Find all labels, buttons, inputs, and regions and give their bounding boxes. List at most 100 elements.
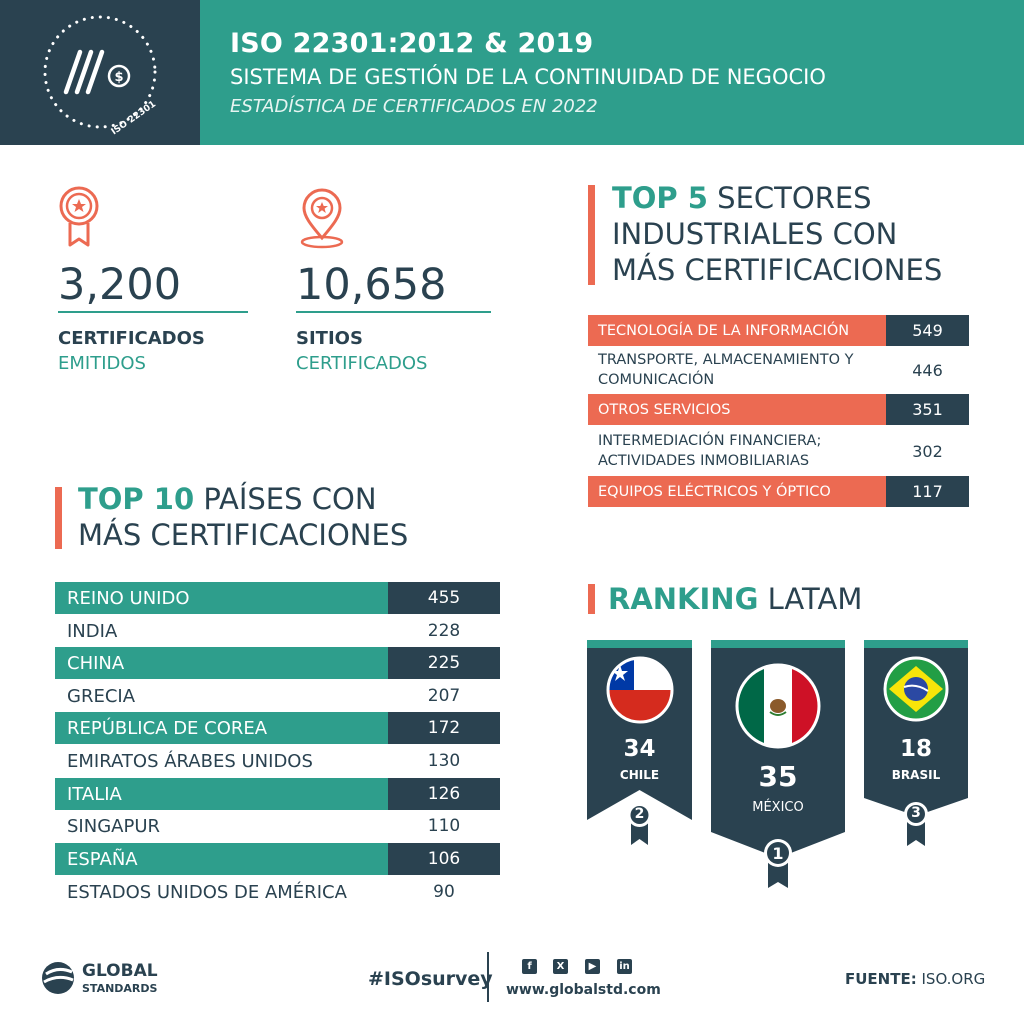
x-icon[interactable]: X (553, 959, 568, 974)
ranking-heading-rest: LATAM (758, 582, 863, 616)
country-row: INDIA 228 (55, 615, 500, 647)
linkedin-icon[interactable]: in (617, 959, 632, 974)
sector-row: EQUIPOS ELÉCTRICOS Y ÓPTICO 117 (588, 476, 969, 507)
sector-row: INTERMEDIACIÓN FINANCIERA; ACTIVIDADES I… (588, 429, 969, 473)
chile-flag-icon (606, 656, 674, 724)
svg-text:$: $ (114, 70, 123, 85)
country-row: CHINA 225 (55, 647, 500, 679)
sector-row: TRANSPORTE, ALMACENAMIENTO Y COMUNICACIÓ… (588, 348, 969, 392)
sectors-heading-line3: MÁS CERTIFICACIONES (612, 253, 943, 287)
sector-label: OTROS SERVICIOS (588, 394, 886, 425)
sector-value: 549 (886, 315, 969, 346)
countries-heading-highlight: TOP 10 (78, 482, 195, 516)
country-value: 228 (427, 621, 461, 641)
country-label: SINGAPUR (67, 815, 160, 837)
ranking-card-brazil: 18 BRASIL 3 (864, 640, 968, 850)
sectors-heading: TOP 5 SECTORES INDUSTRIALES CON MÁS CERT… (612, 180, 942, 288)
sector-label: EQUIPOS ELÉCTRICOS Y ÓPTICO (588, 476, 886, 507)
stat-divider (58, 311, 248, 313)
country-value: 110 (427, 816, 461, 836)
hashtag: #ISOsurvey (368, 968, 493, 990)
page-title: ISO 22301:2012 & 2019 (230, 28, 594, 59)
country-label: GRECIA (67, 685, 136, 707)
country-row: SINGAPUR 110 (55, 810, 500, 842)
stat-certificates-label-1: CERTIFICADOS (58, 328, 205, 349)
ranking-country: BRASIL (891, 768, 941, 782)
country-row: REPÚBLICA DE COREA 172 (55, 712, 500, 744)
country-label: REINO UNIDO (55, 582, 388, 614)
country-label: ESPAÑA (55, 843, 388, 875)
page-caption: ESTADÍSTICA DE CERTIFICADOS EN 2022 (230, 96, 598, 117)
country-row: REINO UNIDO 455 (55, 582, 500, 614)
ranking-card-mexico: 35 MÉXICO 1 (711, 640, 845, 890)
country-value: 455 (388, 582, 500, 614)
country-label: CHINA (55, 647, 388, 679)
ranking-country: CHILE (619, 768, 660, 782)
ranking-heading-highlight: RANKING (608, 582, 759, 616)
youtube-icon[interactable]: ▶ (585, 959, 600, 974)
countries-heading-rest: PAÍSES CON (194, 482, 377, 516)
country-label: EMIRATOS ÁRABES UNIDOS (67, 750, 313, 772)
sector-value: 351 (886, 394, 969, 425)
country-label: REPÚBLICA DE COREA (55, 712, 388, 744)
country-row: ESPAÑA 106 (55, 843, 500, 875)
country-value: 126 (388, 778, 500, 810)
country-label: ESTADOS UNIDOS DE AMÉRICA (67, 881, 347, 903)
sector-label: TECNOLOGÍA DE LA INFORMACIÓN (588, 315, 886, 346)
sector-row: OTROS SERVICIOS 351 (588, 394, 969, 425)
mexico-flag-icon (735, 663, 821, 749)
source-label: FUENTE: (845, 970, 917, 988)
country-row: ITALIA 126 (55, 778, 500, 810)
sectors-heading-highlight: TOP 5 (612, 181, 708, 215)
website-link[interactable]: www.globalstd.com (506, 982, 661, 998)
stat-sites-label-1: SITIOS (296, 328, 363, 349)
facebook-icon[interactable]: f (522, 959, 537, 974)
ranking-country: MÉXICO (752, 800, 804, 815)
stat-certificates-label-2: EMITIDOS (58, 353, 146, 374)
award-ribbon-icon (59, 186, 99, 247)
brand-name: GLOBAL (82, 961, 158, 981)
stat-sites-label-2: CERTIFICADOS (296, 353, 428, 374)
brand-subname: STANDARDS (82, 982, 158, 995)
section-accent-bar (588, 584, 595, 614)
ranking-card-chile: 34 CHILE 2 (587, 640, 692, 850)
country-value: 207 (427, 686, 461, 706)
country-value: 106 (388, 843, 500, 875)
sectors-heading-rest: SECTORES (707, 181, 872, 215)
iso-badge: $ ISO 22301 (43, 15, 158, 137)
footer-divider (487, 952, 489, 1002)
ranking-place: 2 (634, 806, 645, 822)
country-label: ITALIA (55, 778, 388, 810)
country-value: 225 (388, 647, 500, 679)
ranking-place: 1 (772, 844, 784, 863)
sector-value: 446 (912, 360, 943, 380)
country-row: EMIRATOS ÁRABES UNIDOS 130 (55, 745, 500, 777)
section-accent-bar (588, 185, 595, 285)
ranking-count: 34 (623, 736, 656, 762)
source-credit: FUENTE: ISO.ORG (845, 970, 985, 988)
sector-value: 302 (912, 441, 943, 461)
ranking-heading: RANKING LATAM (608, 581, 862, 617)
country-label: INDIA (67, 620, 118, 642)
source-value: ISO.ORG (921, 970, 986, 988)
location-pin-star-icon (300, 188, 344, 249)
country-value: 172 (388, 712, 500, 744)
sector-row: TECNOLOGÍA DE LA INFORMACIÓN 549 (588, 315, 969, 346)
ranking-place: 3 (911, 805, 921, 821)
section-accent-bar (55, 487, 62, 549)
stat-certificates-value: 3,200 (58, 260, 182, 310)
sector-value: 117 (886, 476, 969, 507)
countries-heading: TOP 10 PAÍSES CON MÁS CERTIFICACIONES (78, 481, 408, 553)
brazil-flag-icon (883, 656, 949, 722)
countries-heading-line2: MÁS CERTIFICACIONES (78, 518, 409, 552)
ranking-count: 18 (899, 736, 932, 762)
ranking-count: 35 (758, 760, 798, 793)
sector-label: INTERMEDIACIÓN FINANCIERA; ACTIVIDADES I… (598, 433, 822, 469)
sectors-heading-line2: INDUSTRIALES CON (612, 217, 898, 251)
country-row: GRECIA 207 (55, 680, 500, 712)
badge-text: ISO 22301 (110, 99, 158, 137)
stat-sites-value: 10,658 (296, 260, 447, 310)
sector-label: TRANSPORTE, ALMACENAMIENTO Y COMUNICACIÓ… (598, 352, 854, 388)
stat-divider (296, 311, 491, 313)
header-logo-box: $ ISO 22301 (0, 0, 200, 145)
